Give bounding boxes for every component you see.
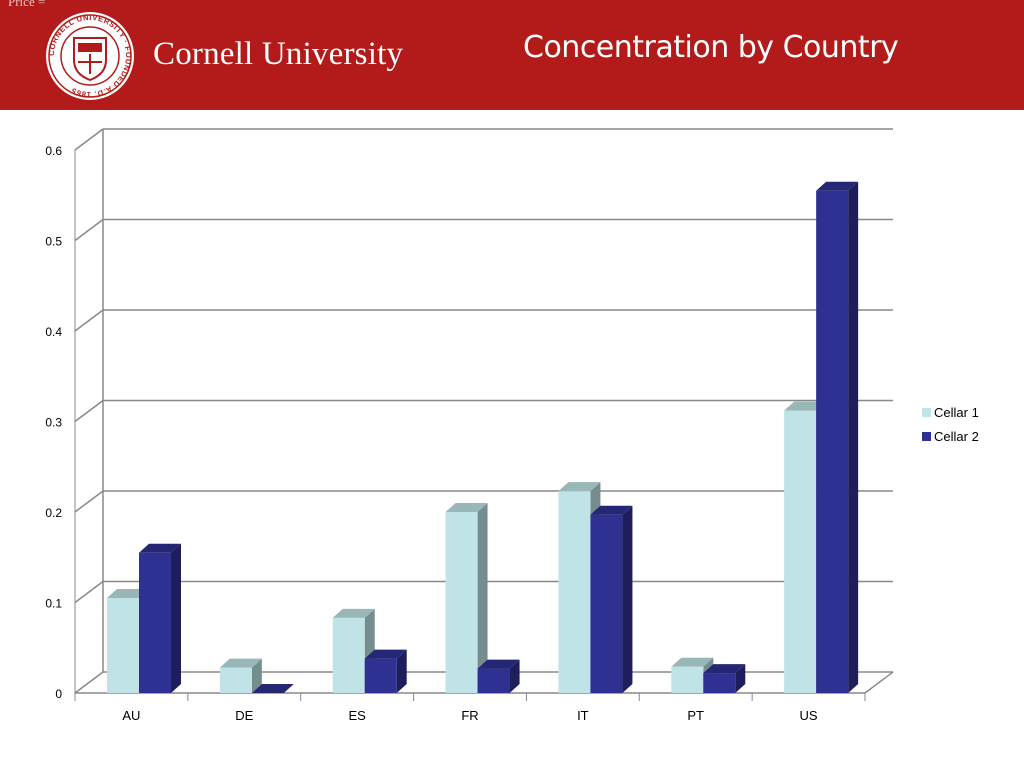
x-tick-label: PT bbox=[687, 708, 704, 723]
x-axis-ticks: AU DE ES FR IT PT US bbox=[74, 693, 866, 723]
gridline-diagonal bbox=[74, 671, 104, 694]
page-title: Concentration by Country bbox=[523, 30, 899, 65]
y-tick-label: 0.4 bbox=[45, 325, 62, 339]
bar-top bbox=[784, 401, 827, 411]
bar-cellar-1-de bbox=[219, 658, 262, 693]
bar-front bbox=[364, 658, 397, 693]
bar-top bbox=[364, 649, 407, 659]
bar-front bbox=[139, 552, 171, 693]
bar-cellar-2-es bbox=[364, 649, 407, 693]
bar-cellar-1-es bbox=[332, 608, 375, 693]
legend-item-cellar-2: Cellar 2 bbox=[922, 424, 979, 448]
bar-side bbox=[251, 658, 262, 693]
bar-front bbox=[590, 514, 623, 693]
x-tick-label: ES bbox=[348, 708, 366, 723]
bar-cellar-2-pt bbox=[703, 664, 746, 693]
gridline-diagonal bbox=[74, 309, 104, 332]
university-wordmark: Cornell University bbox=[153, 36, 404, 72]
bar-cellar-2-it bbox=[590, 505, 633, 693]
y-tick-label: 0.2 bbox=[45, 506, 62, 520]
gridline-diagonal bbox=[74, 490, 104, 513]
chart-bars bbox=[107, 181, 859, 693]
bar-side bbox=[735, 664, 746, 693]
x-tick-label: DE bbox=[235, 708, 253, 723]
legend-label-cellar-1: Cellar 1 bbox=[934, 404, 979, 420]
bar-top bbox=[332, 608, 375, 618]
bar-top bbox=[671, 657, 714, 667]
y-tick-label: 0.5 bbox=[45, 235, 62, 249]
y-axis-ticks: 0 0.1 0.2 0.3 0.4 0.5 0.6 bbox=[45, 144, 62, 701]
bar-top bbox=[139, 543, 181, 553]
y-tick-label: 0.3 bbox=[45, 416, 62, 430]
bar-cellar-2-fr bbox=[477, 659, 520, 693]
chart-legend: Cellar 1 Cellar 2 bbox=[922, 400, 979, 448]
gridline-diagonal bbox=[74, 399, 104, 423]
bar-side bbox=[171, 543, 181, 693]
bar-side bbox=[509, 659, 520, 693]
bar-top bbox=[703, 664, 746, 674]
x-tick-label: US bbox=[800, 708, 818, 723]
bar-top bbox=[445, 503, 488, 512]
bar-front bbox=[219, 667, 252, 693]
legend-label-cellar-2: Cellar 2 bbox=[934, 428, 979, 444]
bar-chart: 0 0.1 0.2 0.3 0.4 0.5 0.6 AU DE ES FR IT PT US bbox=[45, 128, 894, 723]
bar-top bbox=[219, 658, 262, 668]
y-tick-label: 0 bbox=[55, 687, 62, 701]
bar-front bbox=[332, 617, 365, 693]
bar-front bbox=[558, 491, 591, 693]
bar-top bbox=[558, 482, 601, 492]
bar-front bbox=[703, 673, 736, 693]
corner-note: Price = bbox=[8, 0, 46, 9]
legend-item-cellar-1: Cellar 1 bbox=[922, 400, 979, 424]
bar-top bbox=[107, 588, 149, 598]
bar-side bbox=[396, 649, 407, 693]
gridline-diagonal bbox=[74, 580, 104, 604]
bar-front bbox=[816, 190, 849, 693]
x-tick-label: FR bbox=[461, 708, 478, 723]
bar-top bbox=[816, 181, 859, 191]
header-banner: Price = CORNELL UNIVERSITY · FOUNDED A.D… bbox=[0, 0, 1024, 110]
gridline-diagonal bbox=[74, 128, 104, 151]
legend-swatch-cellar-1 bbox=[922, 407, 931, 417]
bar-cellar-1-fr bbox=[445, 503, 488, 693]
y-tick-label: 0.1 bbox=[45, 597, 62, 611]
bar-cellar-2-us bbox=[816, 181, 859, 693]
legend-swatch-cellar-2 bbox=[922, 431, 931, 441]
bar-front bbox=[445, 512, 478, 693]
bar-cellar-2-au bbox=[139, 543, 181, 693]
bar-front bbox=[107, 597, 139, 693]
bar-side bbox=[477, 503, 488, 693]
floor-right-edge bbox=[864, 671, 894, 694]
bar-front bbox=[784, 410, 817, 693]
cornell-seal-icon: CORNELL UNIVERSITY · FOUNDED A.D. 1865 bbox=[46, 12, 134, 100]
x-tick-label: IT bbox=[577, 708, 589, 723]
gridline-diagonal bbox=[74, 218, 104, 242]
bar-top bbox=[477, 659, 520, 669]
x-tick-label: AU bbox=[122, 708, 140, 723]
bar-top bbox=[251, 684, 294, 693]
bar-front bbox=[671, 666, 704, 693]
bar-front bbox=[477, 668, 510, 693]
bar-side bbox=[848, 181, 859, 693]
bar-cellar-2-de bbox=[251, 684, 294, 693]
y-tick-label: 0.6 bbox=[45, 144, 62, 158]
bar-top bbox=[590, 505, 633, 515]
bar-side bbox=[622, 505, 633, 693]
